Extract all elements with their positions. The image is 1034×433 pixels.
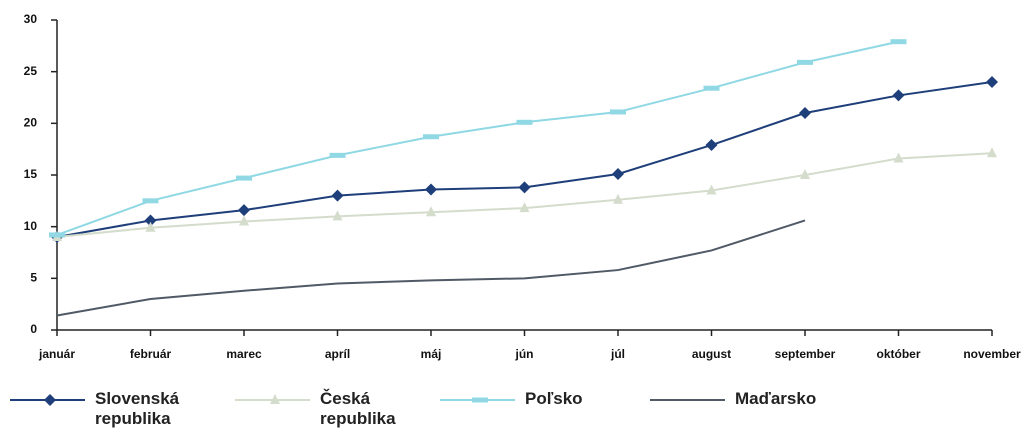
y-tick-label: 30 (24, 12, 38, 26)
marker (423, 134, 439, 140)
x-tick-label: marec (226, 347, 262, 361)
marker (238, 204, 250, 217)
marker (49, 232, 65, 238)
x-tick-label: august (692, 347, 731, 361)
marker (893, 152, 904, 163)
series-line (56, 152, 993, 238)
legend-label: Česká republika (320, 389, 396, 428)
series-line (56, 81, 993, 238)
marker (144, 214, 157, 227)
y-tick-label: 25 (24, 64, 38, 78)
series-line (56, 40, 899, 236)
marker (518, 181, 531, 194)
legend-label: Slovenská republika (95, 389, 180, 428)
marker (236, 175, 252, 181)
marker (705, 139, 718, 152)
marker (239, 215, 249, 226)
legend-label: Maďarsko (735, 389, 817, 408)
x-tick-label: máj (421, 347, 442, 361)
marker (800, 169, 810, 179)
marker (797, 59, 813, 65)
marker (145, 221, 156, 232)
marker (329, 152, 346, 158)
marker (890, 39, 907, 45)
y-tick-label: 5 (30, 271, 37, 285)
legend-label: Poľsko (525, 389, 583, 408)
x-tick-label: november (963, 347, 1021, 361)
y-tick-label: 10 (24, 219, 38, 233)
marker (472, 397, 488, 403)
marker (519, 202, 530, 213)
marker (425, 183, 437, 196)
marker (612, 167, 624, 180)
marker (703, 85, 720, 91)
marker (44, 394, 56, 406)
marker (332, 210, 343, 221)
marker (516, 119, 533, 125)
x-tick-label: apríl (325, 347, 350, 361)
marker (142, 198, 159, 204)
x-tick-label: február (130, 347, 172, 361)
x-tick-label: január (38, 347, 75, 361)
x-tick-label: október (876, 347, 920, 361)
series-line (56, 219, 806, 317)
x-tick-label: júl (610, 347, 625, 361)
marker (270, 394, 280, 404)
marker (892, 89, 905, 102)
x-tick-label: september (775, 347, 836, 361)
marker (987, 147, 997, 158)
marker (799, 107, 811, 119)
y-tick-label: 20 (24, 116, 38, 130)
y-tick-label: 15 (24, 167, 38, 181)
x-tick-label: jún (515, 347, 534, 361)
marker (426, 206, 436, 217)
marker (613, 193, 623, 204)
marker (610, 109, 626, 115)
marker (986, 76, 998, 88)
marker (706, 184, 717, 195)
y-tick-label: 0 (30, 322, 37, 336)
marker (331, 189, 344, 202)
